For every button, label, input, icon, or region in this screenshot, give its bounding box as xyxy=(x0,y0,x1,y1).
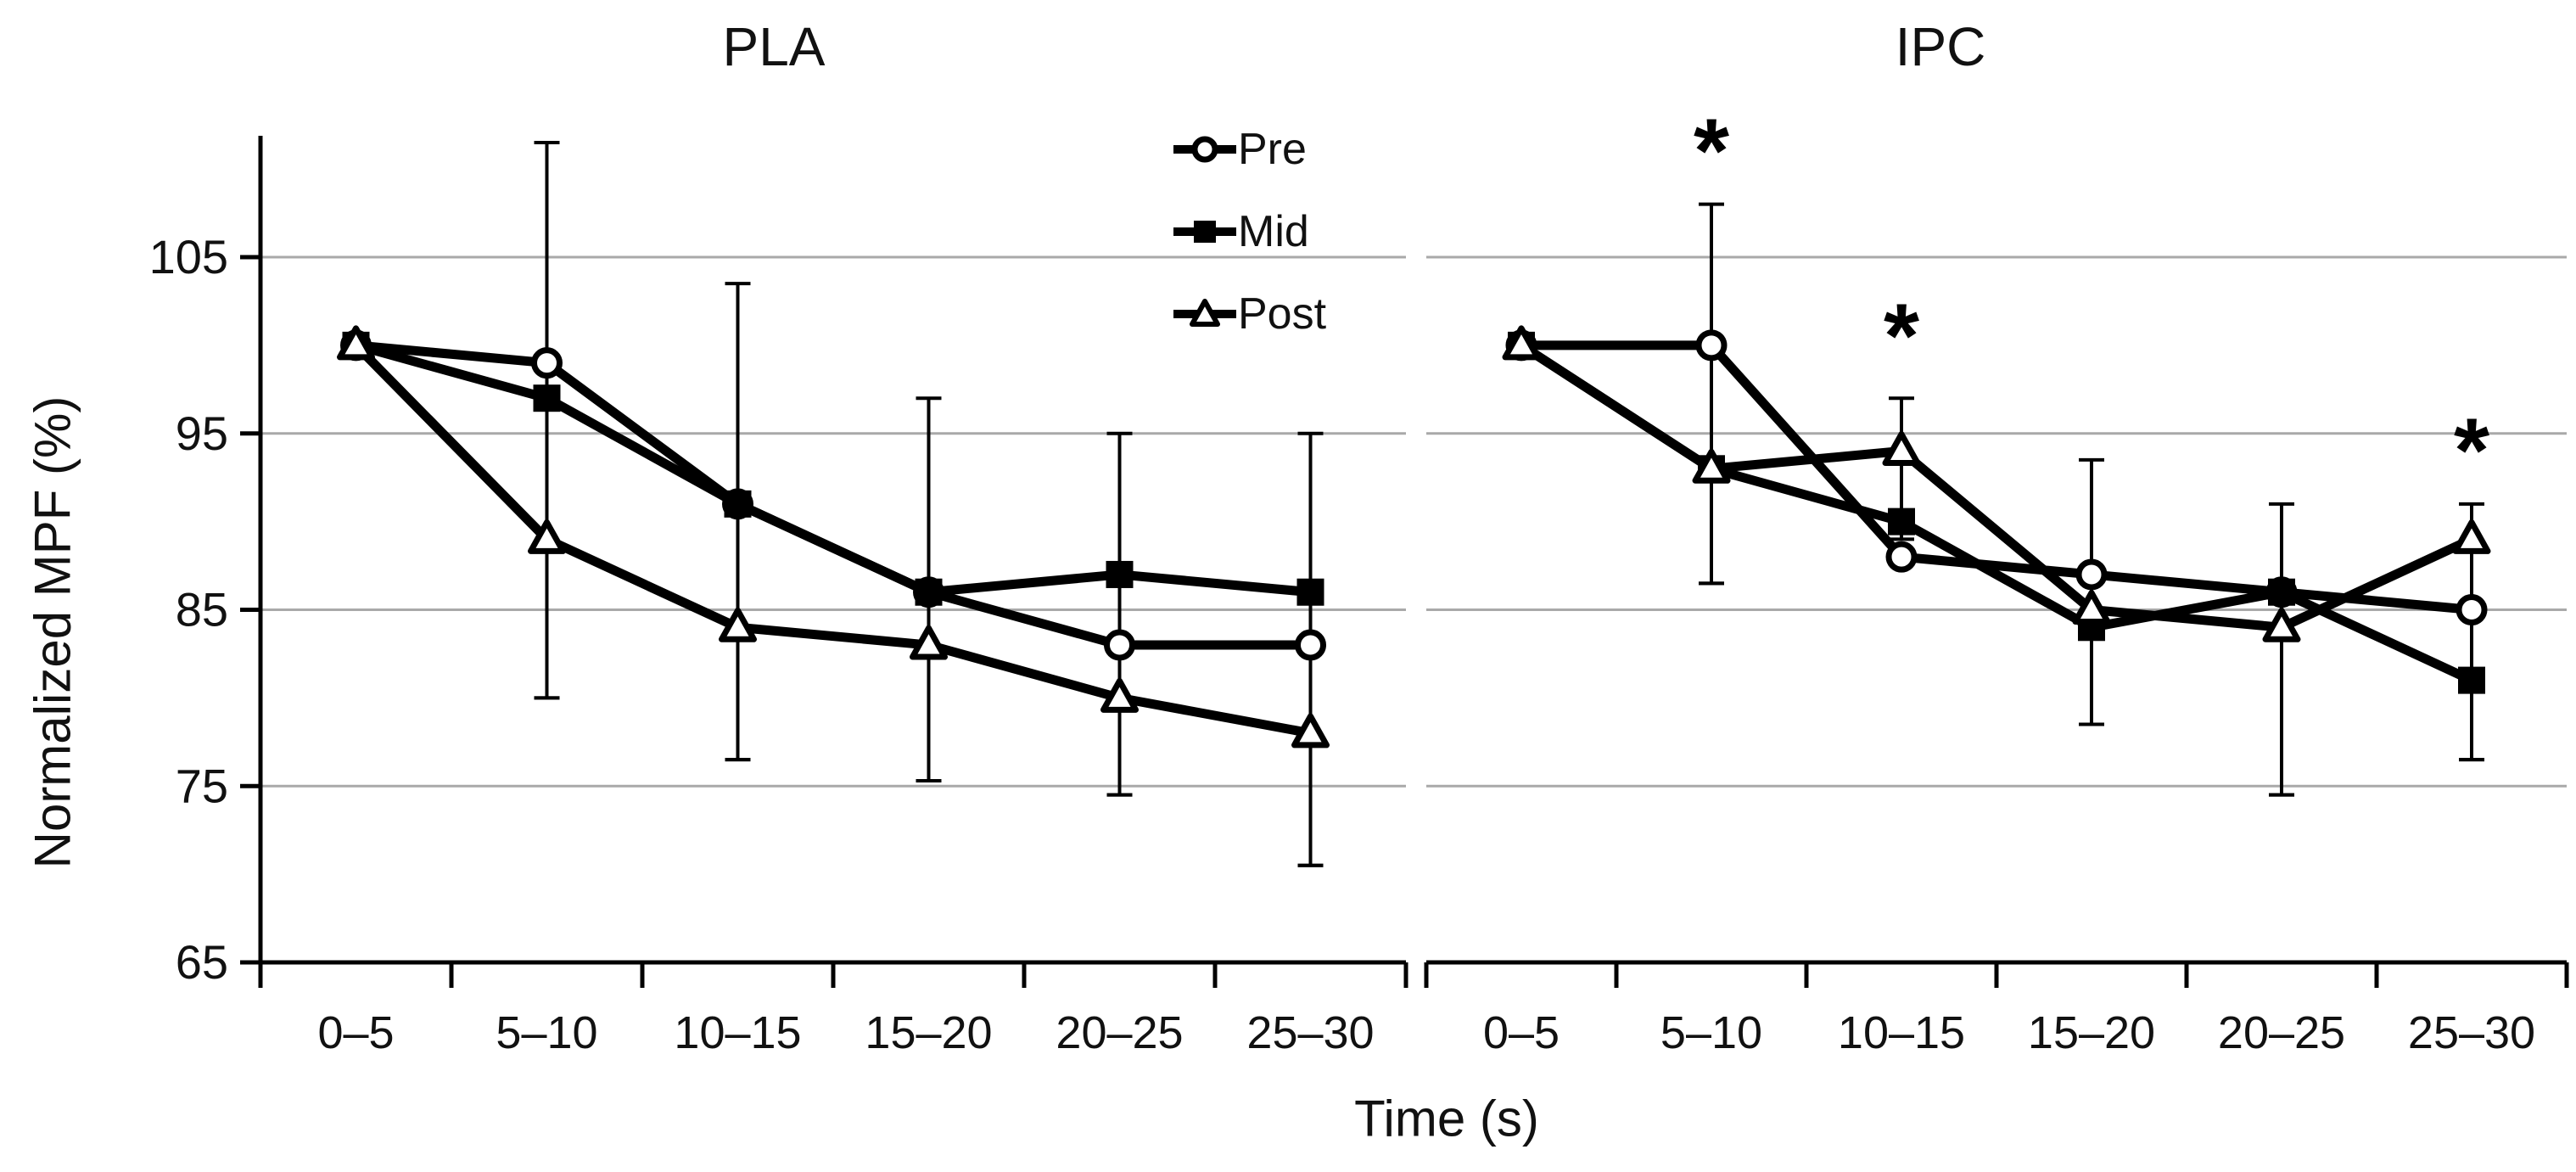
data-point-circle xyxy=(1104,629,1135,661)
data-point-triangle xyxy=(910,625,948,660)
data-point-triangle xyxy=(337,325,375,361)
data-point-circle xyxy=(2075,558,2108,591)
legend-item-pre: Pre xyxy=(1173,126,1326,173)
series-line-post xyxy=(351,340,1315,738)
data-point-triangle xyxy=(528,519,566,554)
data-point-triangle xyxy=(1100,677,1139,713)
x-tick-label: 0–5 xyxy=(317,1007,394,1058)
panel-pla-gridlines xyxy=(260,255,1406,788)
x-tick-label: 10–15 xyxy=(1838,1007,1965,1058)
panel-title-pla: PLA xyxy=(722,16,826,77)
series-line-mid xyxy=(1516,340,2477,686)
data-point-square xyxy=(2458,666,2485,694)
panel-pla-x-axis xyxy=(258,960,1408,988)
data-point-circle xyxy=(1885,541,1918,573)
x-axis-title: Time (s) xyxy=(1354,1090,1539,1147)
data-point-square xyxy=(724,490,752,518)
panel-ipc-series-lines xyxy=(1516,340,2477,686)
series-line-post xyxy=(1516,340,2477,632)
data-point-circle xyxy=(531,347,563,379)
data-point-triangle xyxy=(1692,448,1731,484)
significance-asterisk: * xyxy=(1694,98,1729,201)
panel-ipc-x-labels: 0–5 5–10 10–15 15–20 20–25 25–30 xyxy=(1483,1007,2535,1058)
data-point-triangle xyxy=(2072,590,2111,625)
panel-ipc-asterisks: * * * xyxy=(1694,98,2489,501)
x-tick-label: 10–15 xyxy=(674,1007,801,1058)
significance-asterisk: * xyxy=(2454,399,2489,502)
data-point-square xyxy=(533,384,561,412)
panel-pla-series-lines xyxy=(351,340,1315,738)
panel-title-ipc: IPC xyxy=(1895,16,1986,77)
data-point-triangle xyxy=(1291,713,1330,749)
panel-ipc-markers xyxy=(1502,325,2491,694)
panel-pla-markers xyxy=(337,325,1330,749)
x-tick-label: 25–30 xyxy=(1246,1007,1374,1058)
significance-asterisk: * xyxy=(1884,283,1919,386)
data-point-triangle xyxy=(1502,325,1541,361)
panel-pla-x-labels: 0–5 5–10 10–15 15–20 20–25 25–30 xyxy=(317,1007,1374,1058)
x-tick-label: 20–25 xyxy=(2218,1007,2345,1058)
y-tick-label: 85 xyxy=(176,583,228,636)
y-tick-label: 75 xyxy=(176,759,228,812)
panel-ipc-gridlines xyxy=(1426,255,2567,788)
series-line-mid xyxy=(351,340,1315,597)
legend: Pre Mid Post xyxy=(1173,126,1326,373)
y-tick-label: 105 xyxy=(149,230,228,283)
data-point-triangle xyxy=(2452,519,2491,554)
legend-item-post: Post xyxy=(1173,290,1326,338)
legend-post-triangle-icon xyxy=(1173,299,1236,327)
data-point-triangle xyxy=(719,607,757,642)
data-point-square xyxy=(1106,560,1134,588)
x-tick-label: 15–20 xyxy=(2028,1007,2155,1058)
data-point-circle xyxy=(1295,629,1326,661)
legend-item-mid: Mid xyxy=(1173,208,1326,255)
y-tick-label: 65 xyxy=(176,935,228,989)
legend-label-mid: Mid xyxy=(1238,207,1309,256)
series-line-pre xyxy=(1516,340,2477,614)
y-tick-label: 95 xyxy=(176,407,228,460)
y-axis-title: Normalized MPF (%) xyxy=(24,395,81,869)
data-point-triangle xyxy=(1882,431,1921,467)
legend-label-post: Post xyxy=(1238,289,1327,339)
legend-label-pre: Pre xyxy=(1238,125,1307,174)
data-point-circle xyxy=(2456,594,2488,625)
x-tick-label: 0–5 xyxy=(1483,1007,1560,1058)
data-point-circle xyxy=(1695,329,1728,362)
panel-ipc-x-axis xyxy=(1424,960,2569,988)
data-point-square xyxy=(2268,578,2295,606)
data-point-square xyxy=(1296,578,1324,606)
data-point-square xyxy=(1888,507,1915,536)
legend-pre-circle-icon xyxy=(1173,136,1236,163)
x-tick-label: 20–25 xyxy=(1056,1007,1183,1058)
y-axis: 65 75 85 95 105 xyxy=(149,136,263,989)
legend-mid-square-icon xyxy=(1173,221,1236,243)
x-tick-label: 5–10 xyxy=(496,1007,597,1058)
x-tick-label: 15–20 xyxy=(865,1007,992,1058)
data-point-triangle xyxy=(2262,607,2301,642)
data-point-square xyxy=(915,578,943,606)
x-tick-label: 25–30 xyxy=(2408,1007,2535,1058)
x-tick-label: 5–10 xyxy=(1660,1007,1762,1058)
